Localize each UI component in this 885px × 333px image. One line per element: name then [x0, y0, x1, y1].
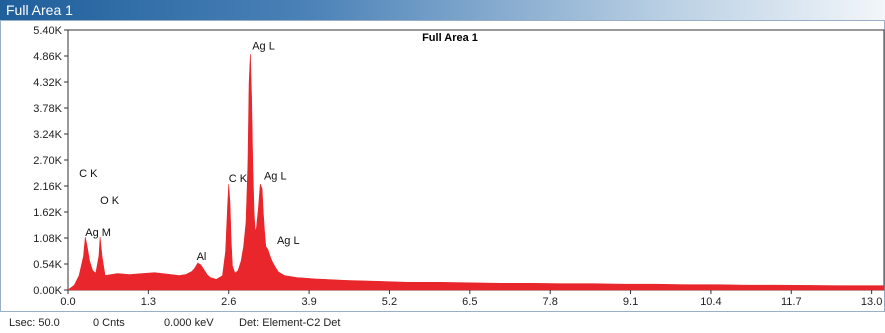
y-tick-label: 1.62K [33, 207, 62, 219]
y-tick-label: 4.32K [33, 77, 62, 89]
y-tick-label: 2.70K [33, 155, 62, 167]
live-seconds: Lsec: 50.0 [9, 317, 60, 329]
peak-label: Ag L [277, 235, 300, 247]
x-tick-label: 9.1 [623, 296, 638, 308]
peak-label: O K [100, 195, 120, 207]
peak-label: C K [229, 173, 248, 185]
y-tick-label: 3.24K [33, 129, 62, 141]
window-title: Full Area 1 [6, 2, 73, 18]
x-tick-label: 11.7 [781, 296, 802, 308]
y-tick-label: 4.86K [33, 51, 62, 63]
y-tick-label: 0.54K [33, 259, 62, 271]
x-tick-label: 0.0 [60, 296, 75, 308]
spectrum-chart: 0.00K 0.54K 1.08K 1.62K 2.16K 2.70K 3.24K 3.78K… [33, 25, 885, 308]
x-tick-label: 7.8 [543, 296, 558, 308]
detector-label: Det: Element-C2 Det [239, 317, 341, 329]
x-tick-label: 3.9 [301, 296, 316, 308]
peak-label: Ag L [264, 170, 287, 182]
energy-readout: 0.000 keV [164, 317, 214, 329]
y-tick-label: 3.78K [33, 103, 62, 115]
peak-label: Ag L [252, 40, 275, 52]
peak-label: Ag M [85, 227, 111, 239]
x-tick-label: 2.6 [221, 296, 236, 308]
plot-area [67, 29, 885, 291]
peak-label: Al [197, 251, 207, 263]
x-tick-label: 10.4 [700, 296, 721, 308]
y-tick-label: 2.16K [33, 181, 62, 193]
status-bar: Lsec: 50.0 0 Cnts 0.000 keV Det: Element… [0, 312, 885, 333]
x-tick-label: 5.2 [382, 296, 397, 308]
window-title-bar: Full Area 1 [0, 0, 885, 20]
spectrum-series [67, 54, 885, 291]
peak-label: C K [79, 168, 98, 180]
y-tick-label: 0.00K [33, 285, 62, 297]
x-tick-label: 6.5 [462, 296, 477, 308]
x-tick-label: 13.0 [861, 296, 882, 308]
counts-readout: 0 Cnts [93, 317, 125, 329]
y-tick-label: 1.08K [33, 233, 62, 245]
y-tick-label: 5.40K [33, 25, 62, 37]
x-tick-label: 1.3 [141, 296, 156, 308]
chart-title: Full Area 1 [422, 32, 478, 44]
